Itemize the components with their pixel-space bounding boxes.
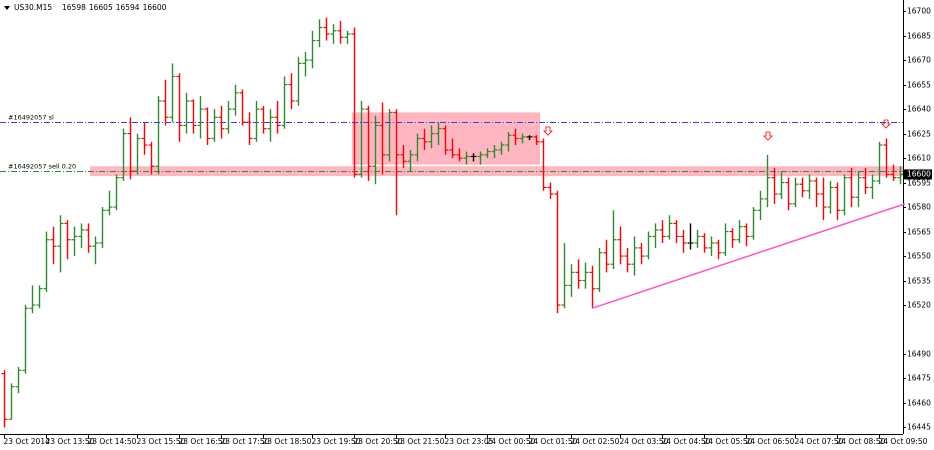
y-tick-label: 16640 <box>907 105 931 114</box>
price-box-label: 16600 <box>907 169 931 178</box>
y-tick-label: 16460 <box>907 399 931 408</box>
x-tick-label: 23 Oct 17:50 <box>221 437 270 446</box>
y-tick-label: 16580 <box>907 203 931 212</box>
y-tick-label: 16670 <box>907 56 931 65</box>
x-tick-label: 24 Oct 00:50 <box>487 437 536 446</box>
x-tick-label: 24 Oct 07:50 <box>795 437 844 446</box>
x-tick-label: 24 Oct 04:50 <box>662 437 711 446</box>
arrow <box>763 131 773 141</box>
x-tick-label: 23 Oct 13:50 <box>46 437 95 446</box>
y-tick-label: 16475 <box>907 374 931 383</box>
header-value: 16600 <box>143 3 167 12</box>
order-label: #16492057 sl <box>8 114 54 122</box>
y-tick-label: 16685 <box>907 32 931 41</box>
y-tick-label: 16550 <box>907 252 931 261</box>
y-tick-label: 16655 <box>907 81 931 90</box>
y-tick-label: 16625 <box>907 130 931 139</box>
x-tick-label: 24 Oct 06:50 <box>746 437 795 446</box>
x-tick-label: 23 Oct 15:50 <box>137 437 186 446</box>
y-tick-label: 16595 <box>907 179 931 188</box>
sell-arrows <box>543 119 891 141</box>
x-tick-label: 23 Oct 16:50 <box>179 437 228 446</box>
y-tick-label: 16445 <box>907 423 931 432</box>
x-tick-label: 24 Oct 02:50 <box>571 437 620 446</box>
x-tick-label: 24 Oct 03:50 <box>620 437 669 446</box>
trendline <box>591 203 906 310</box>
arrow <box>881 119 891 129</box>
menu-triangle[interactable] <box>4 6 10 10</box>
order-label: #16492057 sell 0.20 <box>8 163 76 171</box>
x-tick-label: 24 Oct 01:50 <box>529 437 578 446</box>
symbol: US30.M15 <box>14 3 52 12</box>
arrow <box>543 126 553 136</box>
x-tick-label: 24 Oct 05:50 <box>704 437 753 446</box>
x-tick-label: 23 Oct 23:05 <box>445 437 494 446</box>
x-tick-label: 23 Oct 14:50 <box>88 437 137 446</box>
header-value: 16594 <box>116 3 140 12</box>
x-tick-label: 23 Oct 18:50 <box>263 437 312 446</box>
x-tick-label: 24 Oct 08:50 <box>837 437 886 446</box>
y-tick-label: 16610 <box>907 154 931 163</box>
y-tick-label: 16490 <box>907 350 931 359</box>
x-tick-label: 24 Oct 09:50 <box>879 437 928 446</box>
y-tick-label: 16535 <box>907 277 931 286</box>
price-box <box>904 169 932 180</box>
y-tick-label: 16565 <box>907 228 931 237</box>
y-tick-label: 16700 <box>907 7 931 16</box>
x-tick-label: 23 Oct 19:50 <box>312 437 361 446</box>
x-tick-label: 23 Oct 2014 <box>4 437 51 446</box>
header-value: 16598 <box>62 3 86 12</box>
x-tick-label: 23 Oct 20:50 <box>354 437 403 446</box>
y-tick-label: 16520 <box>907 301 931 310</box>
x-tick-label: 23 Oct 21:50 <box>396 437 445 446</box>
header-value: 16605 <box>89 3 113 12</box>
